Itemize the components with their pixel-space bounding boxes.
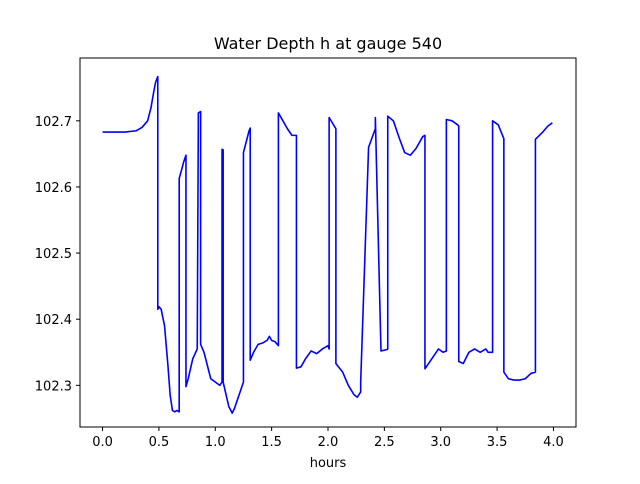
x-tick-label: 2.0: [318, 435, 339, 450]
y-tick-label: 102.3: [35, 379, 72, 394]
plot-area: 0.0 0.5 1.0 1.5 2.0 2.5 3.0 3.5 4.0 102.3 102.4 102…: [35, 57, 577, 450]
x-tick-label: 0.0: [92, 435, 113, 450]
y-tick-label: 102.6: [35, 181, 72, 196]
plot-frame: [79, 57, 577, 428]
y-tick-label: 102.4: [35, 313, 72, 328]
x-tick-label: 3.5: [487, 435, 508, 450]
chart-title: Water Depth h at gauge 540: [214, 34, 442, 53]
x-tick-label: 0.5: [149, 435, 170, 450]
series-line-0: [102, 75, 553, 414]
x-tick-label: 2.5: [374, 435, 395, 450]
x-axis-label: hours: [310, 456, 347, 471]
y-tick-label: 102.5: [35, 247, 72, 262]
x-tick-label: 4.0: [543, 435, 564, 450]
x-tick-label: 3.0: [430, 435, 451, 450]
x-tick-label: 1.0: [205, 435, 226, 450]
y-tick-label: 102.7: [35, 115, 72, 130]
x-tick-label: 1.5: [261, 435, 282, 450]
